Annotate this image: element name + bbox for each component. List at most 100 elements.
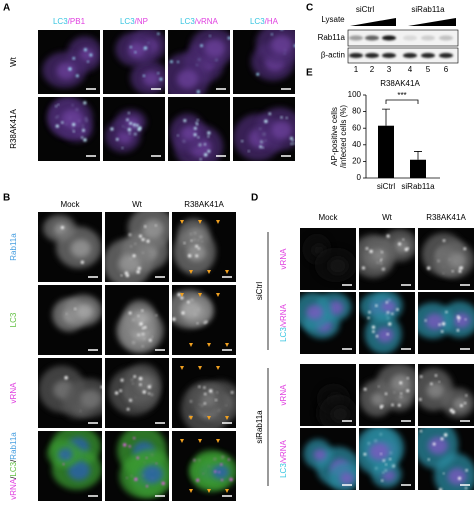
arrowhead	[198, 293, 202, 297]
micrograph	[300, 428, 356, 490]
cells	[359, 229, 415, 279]
significance-bracket	[385, 99, 419, 104]
puncta	[183, 119, 187, 123]
band	[382, 53, 396, 58]
row-label-part: vRNA	[9, 382, 18, 404]
puncta	[449, 408, 454, 412]
puncta	[128, 311, 132, 315]
arrowhead	[198, 366, 202, 370]
puncta	[402, 238, 405, 241]
nucleus	[453, 312, 471, 329]
column-header-part: LC3	[250, 17, 265, 26]
puncta	[195, 254, 199, 258]
micrograph	[418, 364, 474, 426]
nucleus	[56, 62, 77, 80]
row-label: Rab11a	[9, 233, 18, 261]
arrowhead	[189, 489, 193, 493]
puncta	[83, 48, 88, 52]
row-label-part: /vRNA	[279, 439, 288, 463]
puncta	[440, 437, 444, 441]
micrograph	[418, 228, 474, 290]
lane-number: 4	[408, 65, 413, 74]
nucleus	[186, 244, 207, 262]
puncta	[133, 375, 137, 378]
puncta	[430, 382, 433, 386]
puncta	[396, 308, 399, 311]
micrograph	[359, 228, 415, 290]
nucleus	[176, 69, 199, 89]
wedge	[350, 18, 396, 26]
cells	[173, 218, 216, 275]
puncta	[81, 128, 85, 132]
cells	[47, 97, 93, 143]
micrograph	[38, 30, 100, 94]
puncta	[147, 385, 152, 389]
cells	[47, 431, 102, 490]
chart-title: R38AK41A	[380, 79, 420, 88]
puncta	[83, 138, 87, 142]
puncta	[187, 254, 192, 258]
puncta	[86, 60, 90, 63]
puncta	[74, 307, 77, 310]
puncta	[122, 443, 127, 447]
puncta	[384, 392, 388, 396]
puncta	[170, 60, 173, 64]
micrograph	[300, 228, 356, 290]
band	[421, 53, 435, 58]
band	[382, 35, 396, 41]
micrograph	[172, 212, 236, 282]
column-header-part: LC3	[120, 17, 135, 26]
column-header: Mock	[60, 200, 80, 209]
cells	[52, 294, 102, 332]
nucleus	[127, 42, 146, 58]
blot-label: Rab11a	[318, 33, 346, 42]
arrowhead	[207, 270, 211, 274]
cells	[359, 292, 403, 354]
puncta	[464, 486, 468, 490]
puncta	[289, 136, 294, 140]
column-header: Mock	[318, 213, 338, 222]
cells	[115, 30, 165, 94]
micrograph	[359, 292, 415, 354]
puncta	[230, 391, 234, 394]
puncta	[83, 101, 87, 105]
bar	[378, 125, 394, 178]
arrowhead	[180, 293, 184, 297]
puncta	[457, 320, 460, 322]
puncta	[290, 142, 293, 145]
band	[349, 53, 363, 58]
column-header: R38AK41A	[426, 213, 466, 222]
puncta	[399, 381, 403, 385]
puncta	[398, 242, 402, 246]
band	[365, 35, 379, 41]
puncta	[220, 478, 224, 482]
puncta	[145, 456, 148, 459]
puncta	[198, 385, 201, 388]
puncta	[208, 389, 213, 393]
nucleus	[393, 239, 410, 254]
puncta	[227, 36, 230, 40]
column-header: LC3/PB1	[53, 17, 86, 26]
puncta	[137, 315, 140, 317]
band	[421, 35, 435, 41]
cells	[418, 301, 474, 339]
puncta	[144, 225, 147, 228]
band	[403, 35, 417, 41]
puncta	[259, 145, 263, 149]
puncta	[159, 77, 163, 81]
puncta	[146, 239, 150, 243]
puncta	[120, 378, 124, 382]
puncta	[424, 319, 427, 322]
y-tick-label: 20	[352, 157, 361, 166]
row-label-part: /	[9, 459, 18, 462]
x-tick-label: siRab11a	[401, 182, 435, 191]
nucleus	[331, 406, 349, 422]
puncta	[372, 330, 375, 333]
wedge	[408, 18, 456, 26]
cells	[233, 107, 295, 161]
puncta	[203, 386, 206, 389]
puncta	[386, 311, 390, 314]
row-label-part: /	[9, 476, 18, 479]
puncta	[148, 392, 151, 395]
puncta	[380, 258, 383, 261]
